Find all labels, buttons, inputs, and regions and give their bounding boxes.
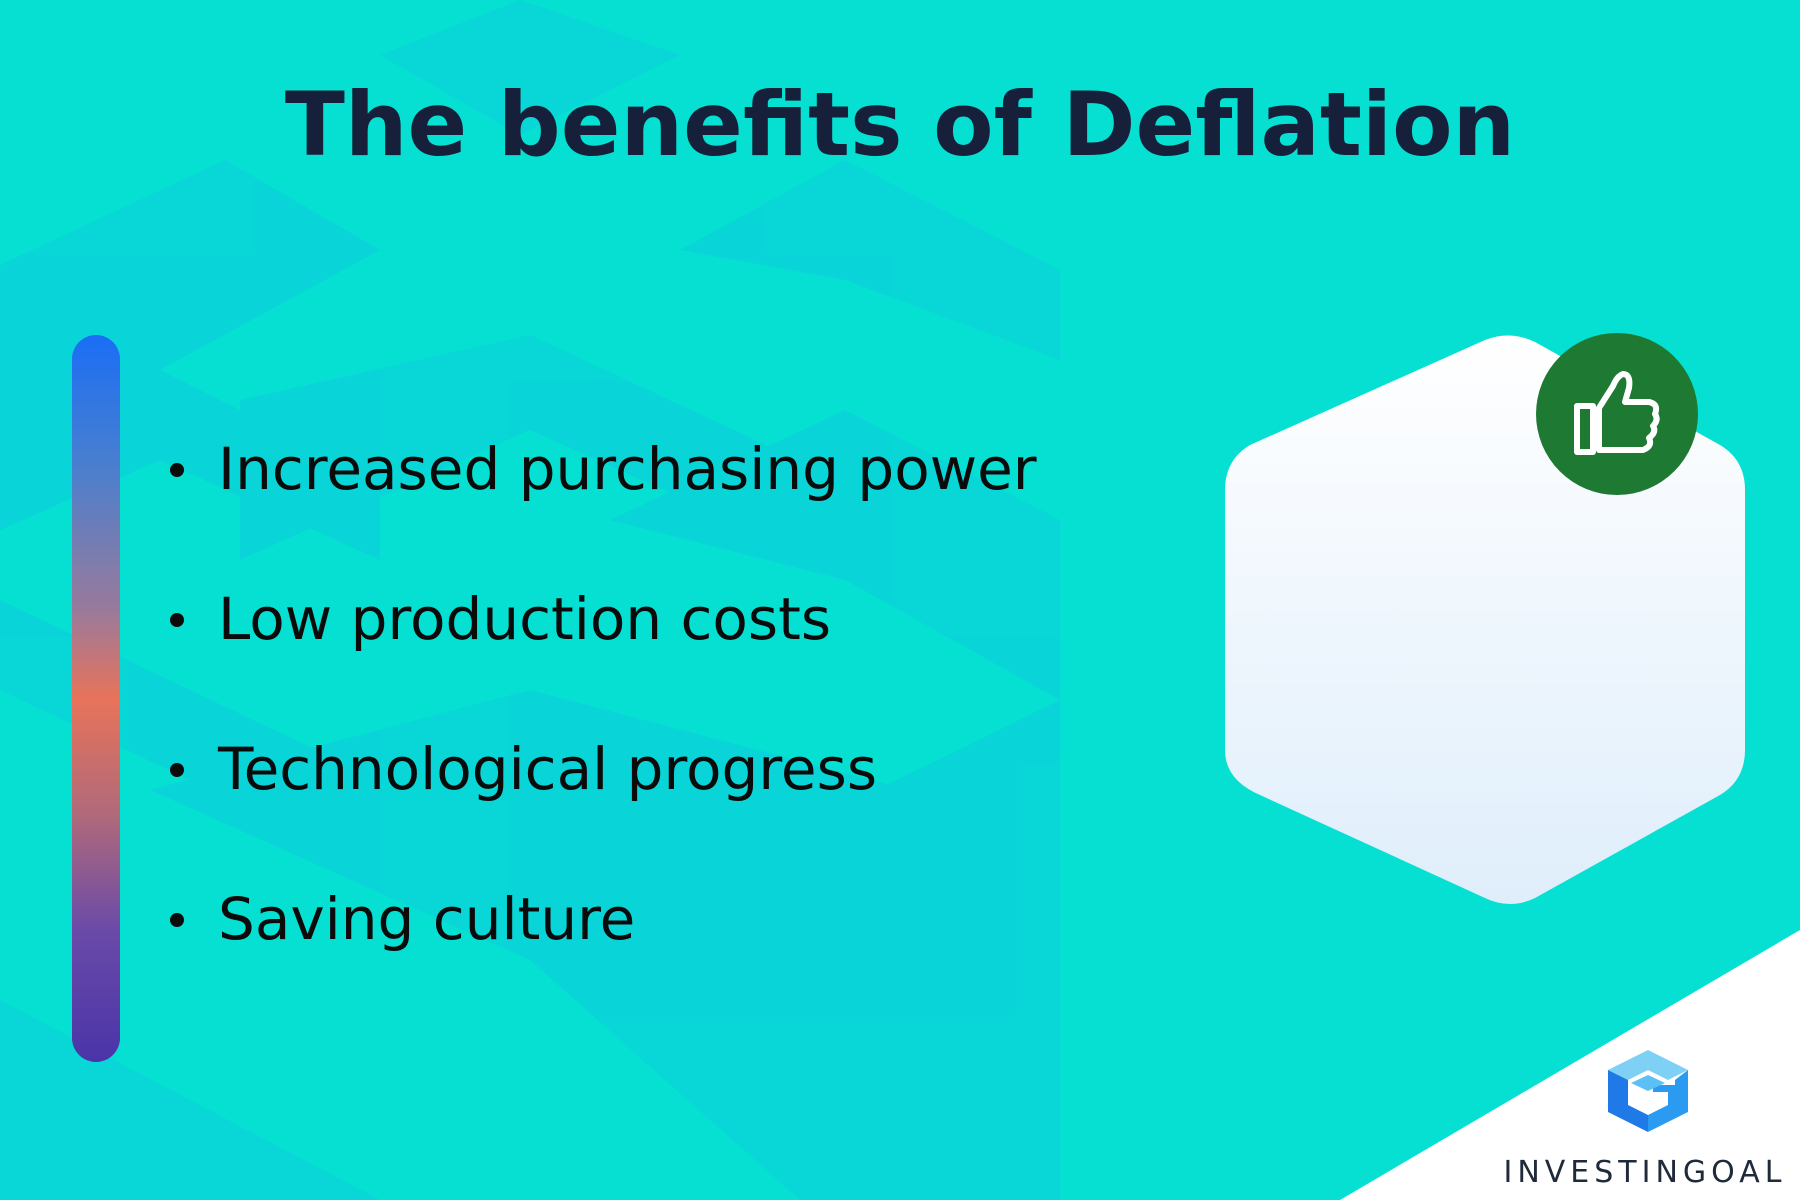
list-item: Increased purchasing power — [170, 415, 1037, 565]
list-item: Saving culture — [170, 865, 1037, 1015]
investingoal-logo-icon — [1608, 1050, 1688, 1132]
benefit-label: Saving culture — [218, 885, 636, 953]
benefits-list: Increased purchasing power Low productio… — [170, 415, 1037, 1015]
benefit-label: Low production costs — [218, 585, 832, 653]
bullet-icon — [170, 463, 184, 477]
bullet-icon — [170, 763, 184, 777]
logo-text: INVESTINGOAL — [1503, 1155, 1787, 1190]
benefit-label: Increased purchasing power — [218, 435, 1037, 503]
bullet-icon — [170, 913, 184, 927]
page-title: The benefits of Deflation — [284, 73, 1516, 176]
benefit-label: Technological progress — [218, 735, 878, 803]
list-item: Low production costs — [170, 565, 1037, 715]
brand-logo: INVESTINGOAL — [1495, 1050, 1795, 1190]
bullet-icon — [170, 613, 184, 627]
thumbs-up-icon — [1574, 371, 1660, 455]
accent-bar — [72, 335, 120, 1062]
thumbs-up-badge — [1536, 333, 1698, 495]
list-item: Technological progress — [170, 715, 1037, 865]
